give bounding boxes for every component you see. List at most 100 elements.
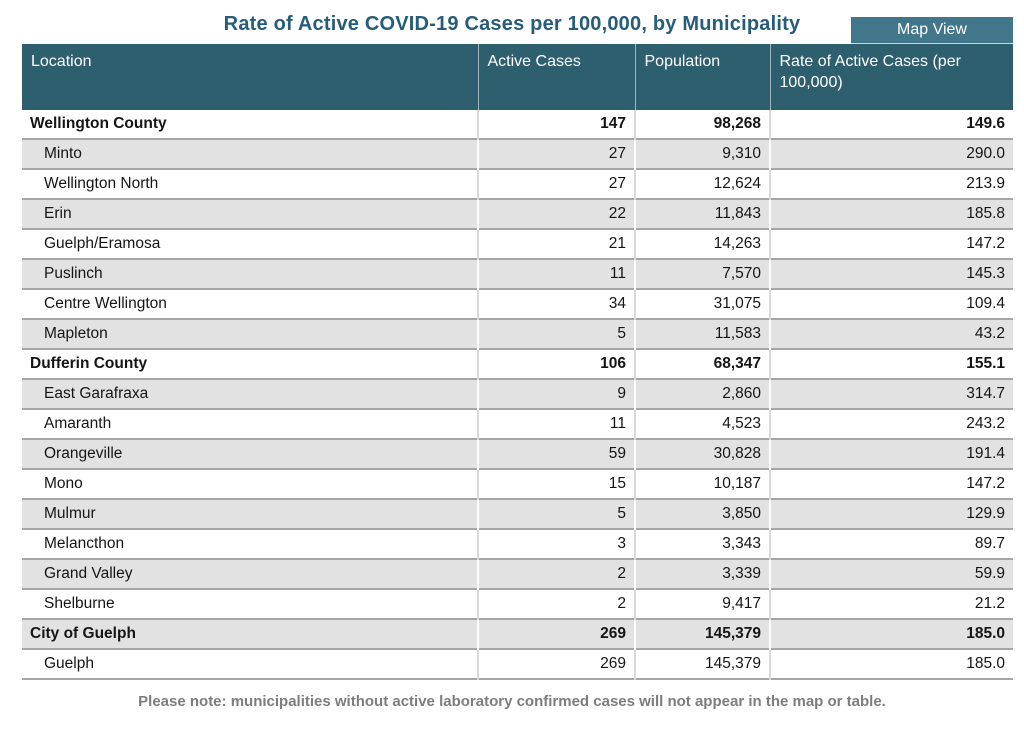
- cell-active-cases: 22: [478, 199, 636, 229]
- cell-rate: 155.1: [966, 355, 1005, 372]
- cell-rate: 149.6: [966, 115, 1005, 132]
- table-header: Location Active Cases Population Rate of…: [22, 44, 1013, 110]
- cell-location: Guelph: [22, 649, 479, 679]
- cell-active-cases: 11: [478, 259, 636, 289]
- cell-population: 12,624: [635, 169, 771, 199]
- cell-population: 4,523: [635, 409, 771, 439]
- cell-rate: 213.9: [966, 175, 1005, 192]
- cell-population: 30,828: [635, 439, 771, 469]
- cell-rate: 59.9: [770, 559, 1013, 589]
- cell-population: 3,343: [635, 529, 771, 559]
- cell-rate: 89.7: [974, 535, 1005, 552]
- cell-population: 98,268: [635, 110, 771, 139]
- cell-location: Dufferin County: [22, 349, 479, 379]
- cell-population: 9,417: [635, 589, 771, 619]
- cell-rate: 185.0: [770, 619, 1013, 649]
- column-header-active-cases: Active Cases: [478, 44, 636, 110]
- cell-location: Melancthon: [22, 529, 479, 559]
- table-row: Erin 22 11,843 185.8: [22, 199, 1013, 229]
- table-row: Mono 15 10,187 147.2: [22, 469, 1013, 499]
- cell-population: 11,843: [635, 199, 771, 229]
- table-body: Wellington County 147 98,268 149.6 Minto…: [22, 110, 1013, 679]
- cell-active-cases: 21: [478, 229, 636, 259]
- column-header-location: Location: [22, 44, 479, 110]
- cases-table: Location Active Cases Population Rate of…: [22, 44, 1013, 680]
- cell-active-cases: 11: [478, 409, 636, 439]
- footnote-text: Please note: municipalities without acti…: [138, 693, 886, 710]
- cell-population: 11,583: [635, 319, 771, 349]
- cell-active-cases: 2: [478, 559, 636, 589]
- cell-population: 10,187: [635, 469, 771, 499]
- cell-location: Amaranth: [22, 409, 479, 439]
- table-row: Mulmur 5 3,850 129.9: [22, 499, 1013, 529]
- cell-population: 145,379: [635, 619, 771, 649]
- cell-location: Centre Wellington: [22, 289, 479, 319]
- cell-location: City of Guelph: [22, 619, 479, 649]
- cell-rate: 129.9: [770, 499, 1013, 529]
- cell-active-cases: 5: [478, 319, 636, 349]
- cell-active-cases: 269: [478, 619, 636, 649]
- table-row: Puslinch 11 7,570 145.3: [22, 259, 1013, 289]
- cell-rate: 185.0: [966, 655, 1005, 672]
- cell-active-cases: 2: [478, 589, 636, 619]
- table-row: Dufferin County 106 68,347 155.1: [22, 349, 1013, 379]
- cell-rate: 147.2: [966, 235, 1005, 252]
- cell-rate: 43.2: [770, 319, 1013, 349]
- cell-location: Mapleton: [22, 319, 479, 349]
- cell-active-cases: 106: [478, 349, 636, 379]
- table-row: Orangeville 59 30,828 191.4: [22, 439, 1013, 469]
- cell-location: Shelburne: [22, 589, 479, 619]
- cell-location: East Garafraxa: [22, 379, 479, 409]
- cell-rate: 290.0: [770, 139, 1013, 169]
- cell-population: 3,850: [635, 499, 771, 529]
- table-row: City of Guelph 269 145,379 185.0: [22, 619, 1013, 649]
- cell-population: 3,339: [635, 559, 771, 589]
- table-row: Wellington North 27 12,624 213.9: [22, 169, 1013, 199]
- cell-rate: 191.4: [770, 439, 1013, 469]
- column-header-population: Population: [635, 44, 771, 110]
- cell-rate: 109.4: [966, 295, 1005, 312]
- cell-rate: 314.7: [770, 379, 1013, 409]
- cell-active-cases: 147: [478, 110, 636, 139]
- cell-rate: 185.8: [770, 199, 1013, 229]
- cell-location: Mulmur: [22, 499, 479, 529]
- cell-location: Erin: [22, 199, 479, 229]
- cell-location: Wellington North: [22, 169, 479, 199]
- cell-population: 7,570: [635, 259, 771, 289]
- cell-active-cases: 5: [478, 499, 636, 529]
- cell-population: 68,347: [635, 349, 771, 379]
- table-row: Shelburne 2 9,417 21.2: [22, 589, 1013, 619]
- cell-active-cases: 269: [478, 649, 636, 679]
- table-row: Minto 27 9,310 290.0: [22, 139, 1013, 169]
- cell-active-cases: 27: [478, 139, 636, 169]
- cell-active-cases: 3: [478, 529, 636, 559]
- page-title: Rate of Active COVID-19 Cases per 100,00…: [223, 13, 801, 35]
- map-view-button[interactable]: Map View: [851, 17, 1013, 45]
- cell-active-cases: 9: [478, 379, 636, 409]
- cell-active-cases: 15: [478, 469, 636, 499]
- cell-rate: 243.2: [966, 415, 1005, 432]
- table-row: Guelph 269 145,379 185.0: [22, 649, 1013, 679]
- cell-population: 9,310: [635, 139, 771, 169]
- table-row: East Garafraxa 9 2,860 314.7: [22, 379, 1013, 409]
- table-row: Wellington County 147 98,268 149.6: [22, 110, 1013, 139]
- cell-active-cases: 27: [478, 169, 636, 199]
- cell-rate: 21.2: [974, 595, 1005, 612]
- cell-location: Wellington County: [22, 110, 479, 139]
- cell-location: Orangeville: [22, 439, 479, 469]
- cases-table-container: Location Active Cases Population Rate of…: [22, 44, 1013, 680]
- cell-active-cases: 59: [478, 439, 636, 469]
- cell-location: Puslinch: [22, 259, 479, 289]
- cell-population: 31,075: [635, 289, 771, 319]
- cell-population: 14,263: [635, 229, 771, 259]
- table-row: Guelph/Eramosa 21 14,263 147.2: [22, 229, 1013, 259]
- cell-location: Minto: [22, 139, 479, 169]
- cell-rate: 145.3: [770, 259, 1013, 289]
- table-row: Amaranth 11 4,523 243.2: [22, 409, 1013, 439]
- cell-location: Guelph/Eramosa: [22, 229, 479, 259]
- table-row: Melancthon 3 3,343 89.7: [22, 529, 1013, 559]
- cell-population: 145,379: [635, 649, 771, 679]
- cell-location: Grand Valley: [22, 559, 479, 589]
- table-row: Mapleton 5 11,583 43.2: [22, 319, 1013, 349]
